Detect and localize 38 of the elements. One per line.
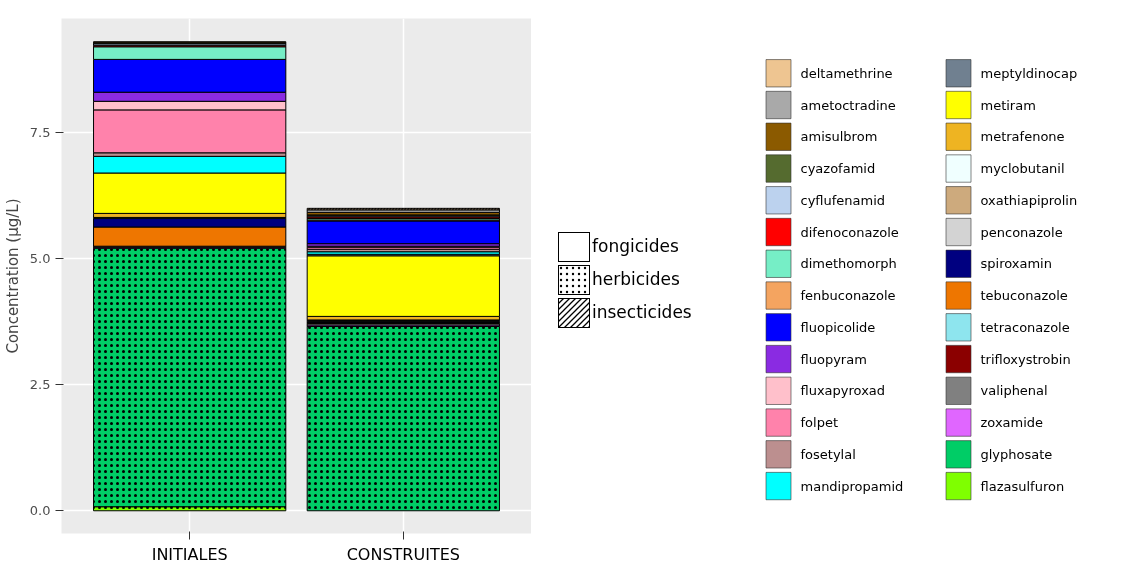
legend-label: trifloxystrobin <box>980 351 1071 367</box>
legend-label: spiroxamin <box>980 256 1052 272</box>
legend-label: fluxapyroxad <box>800 383 886 399</box>
text: insecticides <box>592 301 692 325</box>
text: herbicides <box>592 268 680 292</box>
x-tick-label: CONSTRUITES <box>346 544 460 564</box>
y-tick-label: 5.0 <box>29 250 51 266</box>
legend-label: meptyldinocap <box>980 65 1078 81</box>
legend-label: flazasulfuron <box>980 478 1065 494</box>
legend-label: fenbuconazole <box>800 288 896 304</box>
legend-label: deltamethrine <box>800 65 893 81</box>
legend-label: tetraconazole <box>980 319 1070 335</box>
legend-label: valiphenal <box>980 383 1048 399</box>
legend-label: glyphosate <box>980 446 1053 462</box>
legend-label: tebuconazole <box>980 288 1068 304</box>
legend-label: difenoconazole <box>800 224 899 240</box>
legend-label: oxathiapiprolin <box>980 192 1078 208</box>
legend-label: myclobutanil <box>980 161 1065 177</box>
y-tick-label: 2.5 <box>29 377 51 393</box>
x-tick-label: INITIALES <box>151 544 228 564</box>
legend-label: mandipropamid <box>800 478 904 494</box>
legend-label: metrafenone <box>980 129 1065 145</box>
legend-label: zoxamide <box>980 415 1044 431</box>
legend-label: cyazofamid <box>800 161 876 177</box>
legend-label: penconazole <box>980 224 1063 240</box>
y-tick-label: 0.0 <box>29 503 51 519</box>
legend-label: folpet <box>800 415 838 431</box>
legend-label: dimethomorph <box>800 256 897 272</box>
legend-label: fosetylal <box>800 446 856 462</box>
y-tick-label: 7.5 <box>29 124 51 140</box>
y-axis-title: Concentration (µg/L) <box>3 198 22 354</box>
legend-label: fluopicolide <box>800 319 876 335</box>
legend-label: metiram <box>980 97 1036 113</box>
legend-label: cyflufenamid <box>800 192 886 208</box>
legend-label: ametoctradine <box>800 97 896 113</box>
legend-label: fluopyram <box>800 351 867 367</box>
text: fongicides <box>592 235 679 259</box>
legend-label: amisulbrom <box>800 129 878 145</box>
